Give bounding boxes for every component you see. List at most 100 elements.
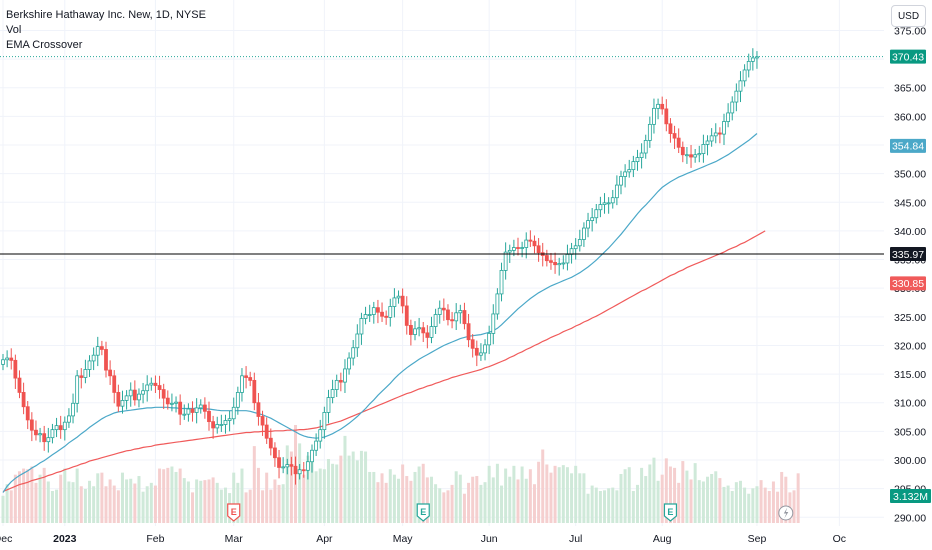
volume-bar bbox=[285, 445, 289, 523]
candle-body bbox=[153, 382, 158, 386]
candle bbox=[376, 299, 380, 324]
candle bbox=[569, 242, 574, 264]
candle-body bbox=[9, 357, 14, 361]
candle-body bbox=[404, 305, 409, 326]
candle bbox=[21, 382, 26, 415]
candle-body bbox=[676, 137, 681, 148]
candle bbox=[186, 403, 191, 422]
legend-vol[interactable]: Vol bbox=[6, 24, 22, 36]
crosshair-badge-bg bbox=[890, 246, 926, 261]
candle-body bbox=[734, 90, 739, 103]
legend-ema-crossover[interactable]: EMA Crossover bbox=[6, 39, 83, 51]
volume-bar bbox=[376, 482, 380, 523]
candle-body bbox=[367, 314, 372, 316]
candle bbox=[215, 416, 220, 434]
candle-body bbox=[755, 56, 759, 59]
candle bbox=[553, 252, 557, 274]
x-tick-label: Oc bbox=[833, 533, 846, 545]
volume-bar bbox=[491, 477, 495, 523]
candle bbox=[301, 462, 306, 478]
y-tick-label: 290.00 bbox=[894, 512, 926, 524]
ema-fast-badge: 354.84 bbox=[890, 138, 926, 153]
candle-body bbox=[742, 69, 747, 82]
candle bbox=[738, 71, 743, 103]
volume-bar bbox=[265, 472, 269, 523]
volume-bar bbox=[244, 492, 248, 523]
volume-bar bbox=[195, 479, 199, 523]
volume-bar bbox=[199, 480, 203, 523]
candle-body bbox=[165, 397, 170, 405]
candle-body bbox=[491, 313, 496, 334]
candle-body bbox=[429, 326, 434, 338]
time-axis[interactable]: Dec 2023 Feb Mar Apr May Jun Jul Aug Sep Oc bbox=[0, 533, 846, 545]
volume-bar bbox=[668, 466, 672, 523]
candle-body bbox=[260, 416, 265, 426]
volume-bar bbox=[108, 479, 112, 523]
candle bbox=[363, 306, 368, 325]
candle-body bbox=[466, 323, 471, 341]
candle-body bbox=[722, 121, 726, 135]
volume-bar bbox=[681, 461, 685, 523]
candle-body bbox=[590, 217, 595, 221]
volume-bar bbox=[112, 485, 116, 523]
candle-body bbox=[413, 328, 417, 335]
candle bbox=[450, 311, 454, 329]
volume-bar bbox=[236, 482, 240, 523]
candle bbox=[619, 170, 623, 195]
volume-bar bbox=[256, 467, 260, 523]
candle-body bbox=[235, 392, 240, 408]
volume-bar bbox=[570, 473, 574, 523]
candle-body bbox=[334, 379, 339, 390]
candle bbox=[717, 127, 722, 144]
volume-bar bbox=[116, 490, 120, 523]
candle-body bbox=[454, 312, 459, 322]
candle-body bbox=[318, 429, 323, 442]
volume-bar bbox=[549, 472, 553, 523]
candle-body bbox=[104, 349, 108, 371]
candle bbox=[680, 141, 685, 163]
volume-bar bbox=[269, 489, 273, 523]
currency-button[interactable]: USD bbox=[891, 5, 926, 27]
volume-bar bbox=[310, 459, 314, 523]
candle bbox=[627, 159, 632, 178]
candle bbox=[343, 359, 347, 393]
candle bbox=[75, 370, 80, 413]
candle-body bbox=[511, 247, 516, 251]
ema-slow-badge: 330.85 bbox=[890, 276, 926, 291]
candle-body bbox=[194, 407, 199, 413]
earnings-letter: E bbox=[667, 507, 673, 517]
volume-bar bbox=[512, 465, 516, 523]
candle-body bbox=[623, 171, 628, 177]
x-tick-label: Mar bbox=[225, 533, 244, 545]
volume-bar bbox=[88, 480, 92, 523]
volume-bar bbox=[55, 489, 59, 523]
candle bbox=[586, 212, 590, 238]
candle-body bbox=[610, 197, 615, 204]
volume-bar bbox=[9, 490, 13, 523]
grid-lines bbox=[0, 0, 884, 526]
volume-bar bbox=[318, 468, 322, 523]
volume-bar bbox=[483, 482, 487, 523]
candle-body bbox=[50, 429, 55, 439]
crosshair-badge: 335.97 bbox=[890, 246, 926, 261]
candle bbox=[643, 134, 648, 159]
price-axis[interactable]: 375.00370.00365.00360.00355.00350.00345.… bbox=[894, 25, 926, 524]
volume-bar bbox=[710, 474, 714, 523]
candle bbox=[755, 51, 759, 69]
volume-bar bbox=[425, 477, 429, 523]
candle bbox=[524, 232, 529, 259]
volume-bar bbox=[359, 450, 363, 523]
volume-bar bbox=[689, 479, 693, 523]
candle bbox=[672, 125, 677, 150]
volume-bar bbox=[417, 466, 421, 523]
volume-bar bbox=[339, 455, 343, 523]
volume-bar bbox=[401, 464, 405, 523]
chart-legend: Berkshire Hathaway Inc. New, 1D, NYSE Vo… bbox=[6, 8, 206, 53]
candle bbox=[549, 252, 553, 270]
candle-body bbox=[42, 433, 47, 443]
candle bbox=[219, 414, 224, 432]
candle bbox=[417, 317, 422, 337]
volume-bar bbox=[215, 482, 219, 523]
volume-bar bbox=[240, 468, 244, 523]
